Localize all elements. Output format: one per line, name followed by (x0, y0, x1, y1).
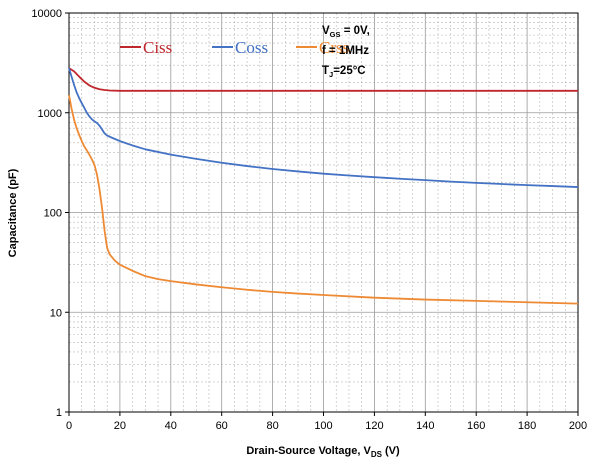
condition-temperature: TJ=25°C (322, 65, 366, 79)
y-axis-label: Capacitance (pF) (7, 168, 19, 257)
x-tick-label: 120 (365, 420, 383, 432)
legend: Ciss Coss Crss (120, 38, 349, 57)
y-tick-label: 1 (56, 407, 62, 419)
x-tick-label: 60 (216, 420, 228, 432)
legend-label-ciss: Ciss (143, 38, 172, 57)
series-line-ciss (68, 67, 578, 92)
x-tick-label: 20 (114, 420, 126, 432)
x-tick-label: 200 (569, 420, 587, 432)
y-tick-label: 10 (50, 307, 62, 319)
x-tick-label: 80 (266, 420, 278, 432)
test-conditions: VGS = 0V, f = 1MHz TJ=25°C (322, 25, 370, 79)
plot-grid (68, 13, 579, 413)
x-tick-labels: 0 20 40 60 80 100 120 140 160 180 200 (66, 412, 587, 432)
series-layer (68, 67, 579, 305)
x-tick-label: 140 (416, 420, 434, 432)
legend-label-crss: Crss (319, 38, 349, 57)
condition-frequency: f = 1MHz (322, 45, 369, 57)
condition-vgs: VGS = 0V, (322, 25, 370, 39)
x-tick-label: 0 (66, 420, 72, 432)
y-tick-labels: 1 10 100 1000 10000 (31, 8, 69, 419)
y-tick-label: 1000 (38, 108, 62, 120)
y-tick-label: 100 (44, 208, 62, 220)
series-line-crss (68, 95, 579, 305)
x-axis-label: Drain-Source Voltage, VDS (V) (246, 445, 400, 459)
x-tick-label: 40 (165, 420, 177, 432)
series-line-coss (68, 67, 579, 188)
legend-label-coss: Coss (235, 38, 268, 57)
x-tick-label: 100 (314, 420, 332, 432)
x-tick-label: 160 (467, 420, 485, 432)
x-tick-label: 180 (518, 420, 536, 432)
y-tick-label: 10000 (31, 8, 62, 20)
